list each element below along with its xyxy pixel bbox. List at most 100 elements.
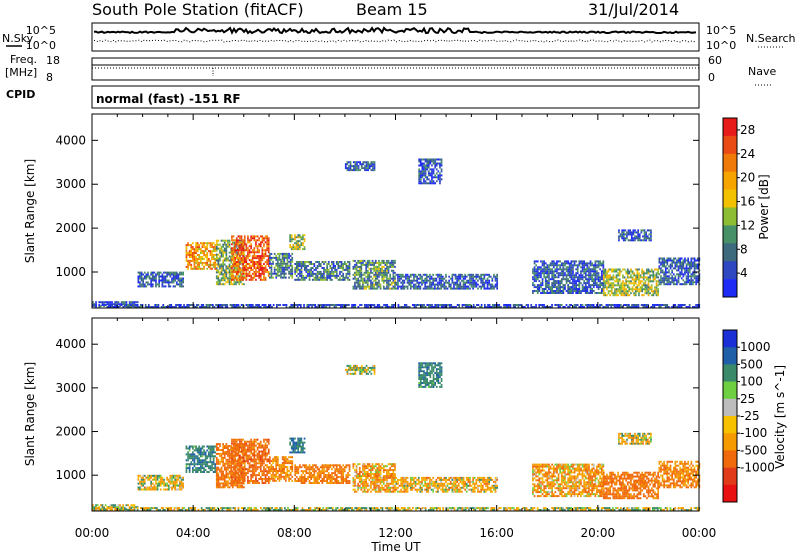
heatmap-cell <box>323 263 325 265</box>
heatmap-cell <box>669 257 672 260</box>
heatmap-cell <box>373 265 375 268</box>
heatmap-cell <box>636 286 639 289</box>
heatmap-cell <box>376 271 379 274</box>
heatmap-cell <box>347 276 349 279</box>
heatmap-cell <box>200 250 202 253</box>
heatmap-cell <box>355 277 358 280</box>
heatmap-cell <box>203 463 205 466</box>
heatmap-cell <box>240 243 243 246</box>
heatmap-cell <box>143 488 146 491</box>
heatmap-cell <box>253 251 256 254</box>
heatmap-cell <box>398 275 401 278</box>
heatmap-cell <box>586 282 589 285</box>
heatmap-cell <box>576 272 579 275</box>
heatmap-cell <box>606 270 608 273</box>
nsky-label: N.Sky <box>2 32 34 45</box>
heatmap-cell <box>535 268 537 271</box>
heatmap-cell <box>696 281 699 284</box>
heatmap-cell <box>432 158 435 161</box>
heatmap-cell <box>175 273 178 276</box>
heatmap-cell <box>198 463 201 466</box>
heatmap-cell <box>690 275 693 278</box>
heatmap-cell <box>658 304 661 306</box>
heatmap-cell <box>641 272 643 275</box>
heatmap-cell <box>680 267 683 270</box>
heatmap-cell <box>494 283 497 286</box>
heatmap-cell <box>163 482 165 485</box>
heatmap-cell <box>295 248 298 251</box>
heatmap-cell <box>198 256 201 258</box>
heatmap-cell <box>640 229 643 232</box>
heatmap-cell <box>565 266 568 269</box>
heatmap-cell <box>696 275 699 278</box>
heatmap-cell <box>289 240 291 243</box>
heatmap-cell <box>280 264 282 267</box>
heatmap-cell <box>253 235 256 238</box>
heatmap-cell <box>209 265 212 268</box>
heatmap-cell <box>166 484 168 487</box>
cpid-mode-label: normal (fast) -151 RF <box>96 92 241 106</box>
heatmap-cell <box>483 275 486 278</box>
heatmap-cell <box>357 283 359 286</box>
heatmap-cell <box>166 281 168 284</box>
heatmap-cell <box>239 247 241 250</box>
heatmap-cell <box>535 278 537 281</box>
heatmap-cell <box>203 461 205 464</box>
heatmap-cell <box>336 304 339 306</box>
heatmap-cell <box>137 271 140 274</box>
heatmap-cell <box>365 269 367 272</box>
heatmap-cell <box>690 259 693 262</box>
heatmap-cell <box>343 306 345 308</box>
heatmap-cell <box>549 278 552 281</box>
heatmap-cell <box>223 304 225 306</box>
heatmap-cell <box>258 306 261 308</box>
heatmap-cell <box>392 281 395 284</box>
heatmap-cell <box>610 270 613 273</box>
heatmap-cell <box>554 282 557 285</box>
heatmap-cell <box>615 270 618 273</box>
heatmap-cell <box>315 276 317 279</box>
heatmap-cell <box>546 264 549 267</box>
heatmap-cell <box>360 275 363 278</box>
heatmap-cell <box>136 304 139 306</box>
heatmap-cell <box>185 244 188 247</box>
heatmap-cell <box>151 277 154 280</box>
heatmap-cell <box>266 249 268 252</box>
heatmap-cell <box>602 268 605 271</box>
heatmap-cell <box>617 274 619 277</box>
heatmap-cell <box>423 172 425 175</box>
heatmap-cell <box>568 272 571 275</box>
heatmap-cell <box>161 279 164 282</box>
heatmap-cell <box>548 264 550 267</box>
heatmap-cell <box>430 275 433 278</box>
heatmap-cell <box>632 304 635 306</box>
heatmap-cell <box>439 166 441 169</box>
heatmap-cell <box>200 465 202 468</box>
heatmap-cell <box>337 267 340 269</box>
heatmap-cell <box>597 260 600 263</box>
heatmap-cell <box>638 276 640 279</box>
heatmap-cell <box>413 304 416 306</box>
heatmap-cell <box>232 239 235 242</box>
heatmap-cell <box>239 268 241 271</box>
heatmap-cell <box>215 241 218 244</box>
heatmap-cell <box>583 266 585 269</box>
heatmap-cell <box>532 276 534 279</box>
heatmap-cell <box>567 292 569 294</box>
heatmap-cell <box>688 261 691 264</box>
heatmap-cell <box>692 306 694 308</box>
heatmap-cell <box>581 306 584 308</box>
heatmap-cell <box>255 268 257 271</box>
heatmap-cell <box>266 241 268 244</box>
heatmap-cell <box>483 285 486 288</box>
heatmap-cell <box>575 280 577 283</box>
heatmap-cell <box>562 270 565 273</box>
heatmap-cell <box>584 284 587 287</box>
heatmap-cell <box>453 281 455 284</box>
heatmap-cell <box>233 283 236 286</box>
heatmap-cell <box>470 279 473 282</box>
heatmap-cell <box>575 272 577 275</box>
heatmap-cell <box>495 306 497 308</box>
heatmap-cell <box>198 451 201 454</box>
heatmap-cell <box>217 281 220 284</box>
